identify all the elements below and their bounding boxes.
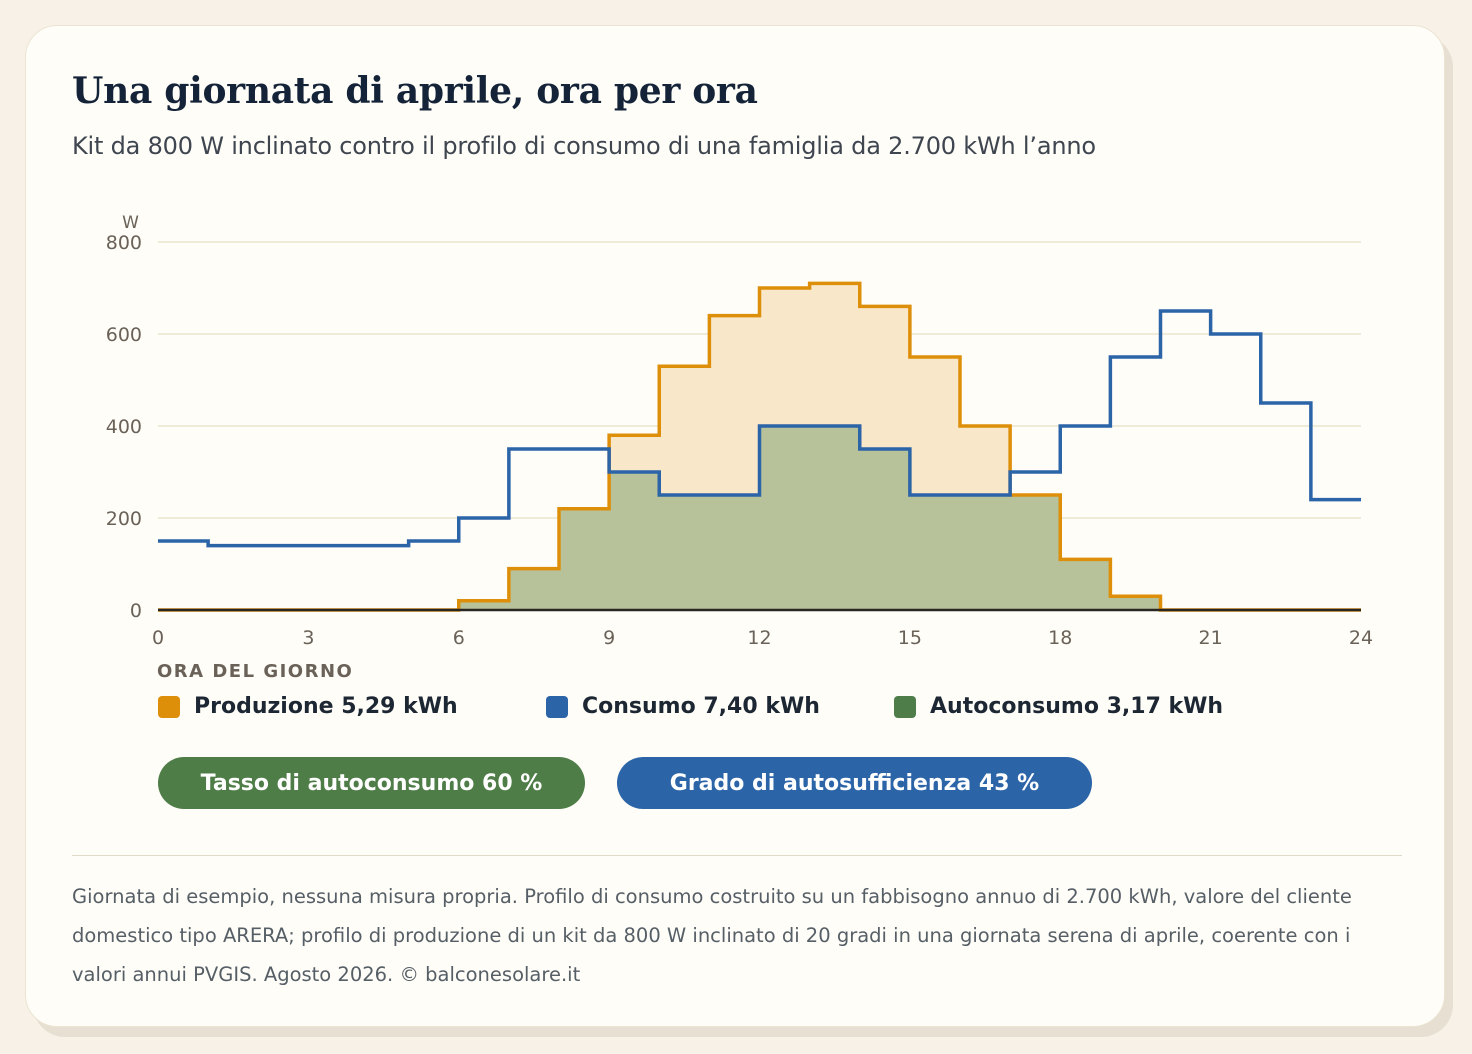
- legend-item-consumo: Consumo 7,40 kWh: [546, 694, 820, 719]
- legend-label-consumo: Consumo 7,40 kWh: [582, 694, 820, 719]
- legend-item-autoconsumo: Autoconsumo 3,17 kWh: [894, 694, 1223, 719]
- x-tick-label: 15: [898, 627, 922, 649]
- legend-swatch-produzione: [158, 695, 180, 718]
- self-consumption-badge: Tasso di autoconsumo 60 %: [158, 757, 585, 809]
- y-tick-label: 400: [106, 416, 142, 438]
- self-consumption-area: [158, 426, 1361, 610]
- self-sufficiency-badge: Grado di autosufficienza 43 %: [617, 757, 1092, 809]
- legend-swatch-consumo: [546, 695, 568, 718]
- chart-subtitle: Kit da 800 W inclinato contro il profilo…: [72, 132, 1096, 160]
- x-tick-label: 6: [453, 627, 465, 649]
- y-tick-label: 0: [130, 600, 142, 622]
- x-axis-label: ORA DEL GIORNO: [157, 661, 353, 682]
- x-tick-label: 3: [302, 627, 314, 649]
- y-axis-label: W: [122, 213, 140, 233]
- legend-swatch-autoconsumo: [894, 695, 916, 718]
- y-tick-label: 200: [106, 508, 142, 530]
- y-tick-label: 800: [106, 232, 142, 254]
- legend-item-produzione: Produzione 5,29 kWh: [158, 694, 458, 719]
- legend-label-produzione: Produzione 5,29 kWh: [194, 694, 458, 719]
- x-tick-label: 24: [1349, 627, 1373, 649]
- y-tick-label: 600: [106, 324, 142, 346]
- chart-title: Una giornata di aprile, ora per ora: [72, 70, 758, 112]
- step-chart: 0 200 400 600 800 0 3 6 9 12 15 18 21 24 W ORA DEL GI…: [106, 213, 1373, 682]
- series-lines: [158, 281, 1361, 612]
- x-tick-label: 9: [603, 627, 615, 649]
- footnote: Giornata di esempio, nessuna misura prop…: [72, 885, 1352, 986]
- x-tick-label: 18: [1048, 627, 1072, 649]
- divider: [72, 855, 1402, 856]
- consumption-line: [158, 309, 1361, 548]
- x-tick-label: 12: [747, 627, 771, 649]
- x-tick-label: 0: [152, 627, 164, 649]
- x-tick-label: 21: [1199, 627, 1223, 649]
- legend-label-autoconsumo: Autoconsumo 3,17 kWh: [930, 694, 1224, 719]
- production-line: [158, 281, 1361, 612]
- chart-card: Una giornata di aprile, ora per ora Kit …: [25, 25, 1445, 1027]
- axis-ticks: 0 200 400 600 800 0 3 6 9 12 15 18 21 24: [106, 232, 1373, 649]
